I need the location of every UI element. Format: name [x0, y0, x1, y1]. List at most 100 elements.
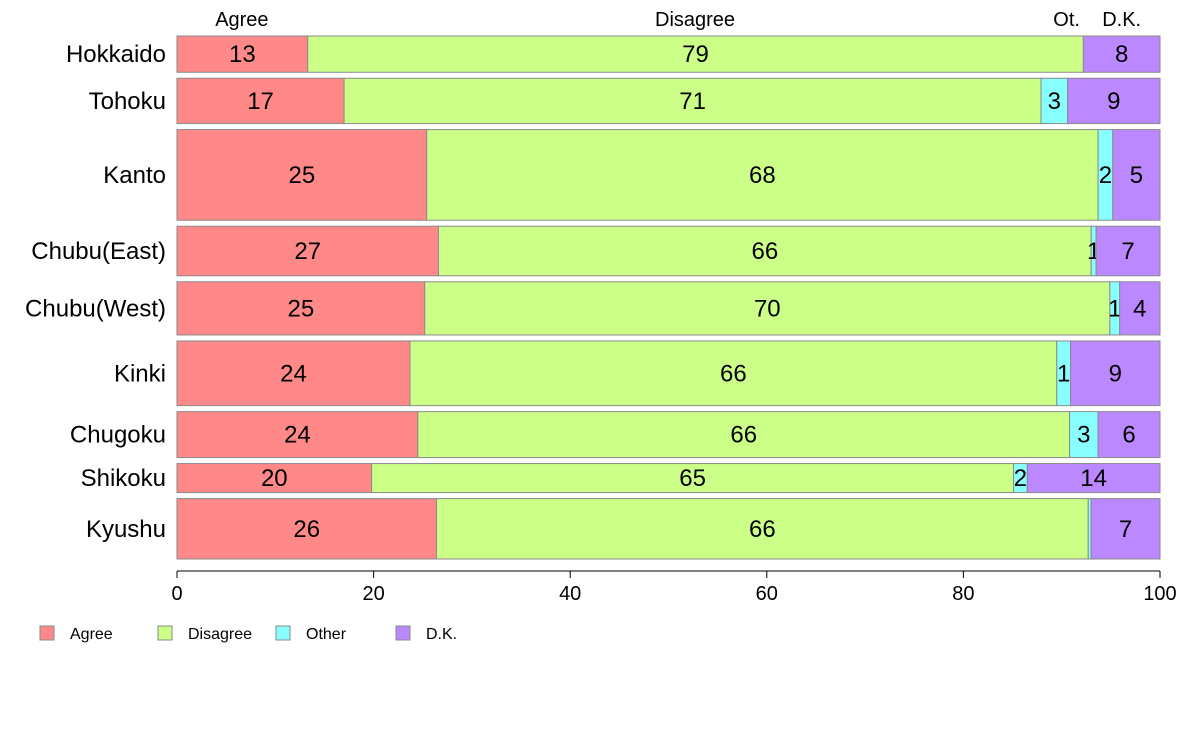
top-label: Ot.: [1053, 9, 1080, 31]
bar-segment-agree: [176, 35, 309, 73]
bar-segment-d-k: [1119, 281, 1161, 336]
legend-label: Agree: [70, 626, 113, 643]
bar-segment-d-k: [1067, 77, 1161, 125]
bar-row-kinki: 24 66 1 9: [176, 340, 1161, 407]
bar-segment-other: [1040, 77, 1069, 125]
legend: Agree Disagree Other D.K.: [39, 625, 457, 643]
data-label-disagree: 71: [679, 88, 706, 115]
data-label-agree: 24: [284, 422, 311, 449]
bar-segment-agree: [176, 340, 411, 407]
top-label: Disagree: [655, 9, 735, 31]
bar-segment-d-k: [1097, 411, 1161, 459]
data-label-agree: 24: [280, 360, 307, 387]
bar-row-chubu-west: 25 70 1 4: [176, 281, 1161, 336]
category-label: Kyushu: [86, 516, 166, 543]
legend-label: Other: [306, 626, 347, 643]
bar-segment-disagree: [426, 129, 1099, 221]
bar-segment-disagree: [424, 281, 1111, 336]
category-label: Kanto: [103, 162, 166, 189]
bar-segment-d-k: [1090, 498, 1161, 560]
bar-segment-disagree: [307, 35, 1084, 73]
legend-label: Disagree: [188, 626, 252, 643]
data-label-disagree: 68: [749, 162, 776, 189]
category-label: Shikoku: [81, 465, 166, 492]
bar-segment-agree: [176, 77, 345, 125]
data-label-agree: 26: [293, 516, 320, 543]
x-tick-label: 20: [362, 583, 384, 605]
data-label-disagree: 65: [679, 465, 706, 492]
category-label: Kinki: [114, 360, 166, 387]
top-label: Agree: [215, 9, 268, 31]
bar-row-kanto: 25 68 2 5: [176, 129, 1161, 221]
data-label-other: 1: [1057, 360, 1070, 387]
x-axis: 0 20 40 60 80 100: [171, 570, 1177, 605]
bar-row-kyushu: 26 66 7: [176, 498, 1161, 560]
legend-swatch: [39, 625, 55, 641]
bar-row-chugoku: 24 66 3 6: [176, 411, 1161, 459]
bar-row-hokkaido: 13 79 8: [176, 35, 1161, 73]
bar-segment-agree: [176, 281, 426, 336]
bar-segment-disagree: [409, 340, 1058, 407]
bar-row-chubu-east: 27 66 1 7: [176, 225, 1161, 277]
data-label-other: 2: [1014, 465, 1027, 492]
data-label-d-k: 8: [1115, 41, 1128, 68]
top-segment-labels: Agree Disagree Ot. D.K.: [215, 9, 1141, 31]
bar-segment-d-k: [1112, 129, 1161, 221]
x-tick-label: 100: [1143, 583, 1176, 605]
bar-segment-d-k: [1070, 340, 1161, 407]
category-label: Chugoku: [70, 422, 166, 449]
legend-swatch: [157, 625, 173, 641]
data-label-d-k: 9: [1109, 360, 1122, 387]
bar-segment-agree: [176, 498, 438, 560]
x-tick-label: 40: [559, 583, 581, 605]
data-label-disagree: 79: [682, 41, 709, 68]
top-label: D.K.: [1102, 9, 1141, 31]
data-label-d-k: 7: [1121, 238, 1134, 265]
data-label-d-k: 6: [1122, 422, 1135, 449]
legend-swatch: [395, 625, 411, 641]
x-tick-label: 60: [756, 583, 778, 605]
bar-row-shikoku: 20 65 2 14: [176, 463, 1161, 494]
data-label-d-k: 9: [1107, 88, 1120, 115]
bar-segment-d-k: [1026, 463, 1161, 494]
bar-segment-disagree: [371, 463, 1015, 494]
data-label-agree: 27: [294, 238, 321, 265]
bar-segment-agree: [176, 411, 419, 459]
bar-segment-d-k: [1082, 35, 1161, 73]
legend-label: D.K.: [426, 626, 457, 643]
category-label: Chubu(West): [25, 295, 166, 322]
category-label: Chubu(East): [31, 238, 166, 265]
data-label-d-k: 4: [1133, 295, 1146, 322]
data-label-agree: 25: [288, 295, 315, 322]
legend-item-d-k: D.K.: [395, 625, 457, 643]
data-label-agree: 13: [229, 41, 256, 68]
bar-segment-agree: [176, 225, 439, 277]
category-label: Hokkaido: [66, 41, 166, 68]
bar-segment-disagree: [436, 498, 1089, 560]
bar-segment-d-k: [1095, 225, 1161, 277]
bar-segment-disagree: [343, 77, 1042, 125]
data-label-disagree: 70: [754, 295, 781, 322]
x-tick-label: 0: [171, 583, 182, 605]
data-label-d-k: 7: [1119, 516, 1132, 543]
plot-area: 13 79 817 71 3 925 68 2 527 66 1 725 70 1 424 66 1 924 66 3…: [176, 35, 1161, 560]
data-label-agree: 17: [247, 88, 274, 115]
legend-swatch: [275, 625, 291, 641]
bar-row-tohoku: 17 71 3 9: [176, 77, 1161, 125]
legend-item-agree: Agree: [39, 625, 113, 643]
legend-item-disagree: Disagree: [157, 625, 252, 643]
data-label-agree: 25: [288, 162, 315, 189]
data-label-other: 3: [1048, 88, 1061, 115]
x-tick-label: 80: [952, 583, 974, 605]
category-label: Tohoku: [89, 88, 166, 115]
data-label-other: 3: [1077, 422, 1090, 449]
category-labels: Hokkaido Tohoku Kanto Chubu(East) Chubu(West…: [25, 41, 166, 543]
data-label-other: 1: [1108, 295, 1121, 322]
legend-item-other: Other: [275, 625, 347, 643]
bar-segment-other: [1069, 411, 1099, 459]
data-label-other: 2: [1099, 162, 1112, 189]
bar-segment-disagree: [437, 225, 1092, 277]
data-label-disagree: 66: [751, 238, 778, 265]
data-label-agree: 20: [261, 465, 288, 492]
data-label-disagree: 66: [749, 516, 776, 543]
